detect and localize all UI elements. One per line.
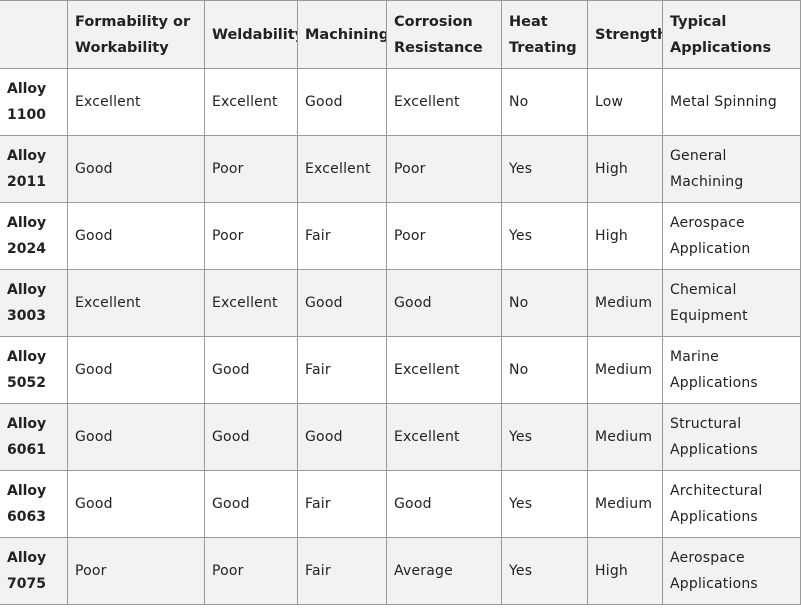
formability-cell: Good [67, 336, 205, 404]
strength-cell: Medium [587, 403, 663, 471]
formability-cell: Excellent [67, 269, 205, 337]
alloy-number: 2011 [7, 174, 46, 190]
header-row: Formability or Workability Weldability M… [0, 0, 801, 69]
alloy-name-cell: Alloy 6063 [0, 470, 68, 538]
machining-cell: Fair [297, 537, 387, 605]
table-row: Alloy 5052 Good Good Fair Excellent No Me… [0, 336, 801, 404]
alloy-label: Alloy [7, 550, 47, 566]
header-corrosion-resistance: Corrosion Resistance [386, 0, 502, 69]
machining-cell: Excellent [297, 135, 387, 203]
alloy-name-cell: Alloy 3003 [0, 269, 68, 337]
header-machining: Machining [297, 0, 387, 69]
alloy-name-cell: Alloy 7075 [0, 537, 68, 605]
alloy-label: Alloy [7, 81, 47, 97]
corrosion-cell: Excellent [386, 336, 502, 404]
heat-treating-cell: Yes [501, 135, 588, 203]
weldability-cell: Excellent [204, 68, 298, 136]
applications-cell: Chemical Equipment [662, 269, 801, 337]
weldability-cell: Good [204, 336, 298, 404]
alloy-number: 7075 [7, 576, 46, 592]
alloy-label: Alloy [7, 282, 47, 298]
applications-cell: Structural Applications [662, 403, 801, 471]
weldability-cell: Poor [204, 202, 298, 270]
header-weldability: Weldability [204, 0, 298, 69]
table-row: Alloy 2024 Good Poor Fair Poor Yes High A… [0, 202, 801, 270]
alloy-name-cell: Alloy 6061 [0, 403, 68, 471]
alloy-label: Alloy [7, 215, 47, 231]
strength-cell: High [587, 202, 663, 270]
weldability-cell: Good [204, 403, 298, 471]
machining-cell: Fair [297, 470, 387, 538]
header-strength: Strength [587, 0, 663, 69]
applications-cell: Architectural Applications [662, 470, 801, 538]
alloy-number: 2024 [7, 241, 46, 257]
machining-cell: Good [297, 403, 387, 471]
heat-treating-cell: Yes [501, 470, 588, 538]
heat-treating-cell: Yes [501, 403, 588, 471]
formability-cell: Poor [67, 537, 205, 605]
corrosion-cell: Excellent [386, 403, 502, 471]
heat-treating-cell: No [501, 336, 588, 404]
formability-cell: Good [67, 470, 205, 538]
strength-cell: Low [587, 68, 663, 136]
alloy-name-cell: Alloy 2024 [0, 202, 68, 270]
heat-treating-cell: No [501, 269, 588, 337]
formability-cell: Excellent [67, 68, 205, 136]
machining-cell: Good [297, 269, 387, 337]
table-row: Alloy 1100 Excellent Excellent Good Excel… [0, 68, 801, 136]
formability-cell: Good [67, 403, 205, 471]
heat-treating-cell: No [501, 68, 588, 136]
table-row: Alloy 7075 Poor Poor Fair Average Yes Hig… [0, 537, 801, 605]
strength-cell: High [587, 135, 663, 203]
applications-cell: Aerospace Applications [662, 537, 801, 605]
table-row: Alloy 6061 Good Good Good Excellent Yes M… [0, 403, 801, 471]
applications-cell: Marine Applications [662, 336, 801, 404]
corrosion-cell: Good [386, 269, 502, 337]
table-row: Alloy 2011 Good Poor Excellent Poor Yes H… [0, 135, 801, 203]
alloy-name-cell: Alloy 5052 [0, 336, 68, 404]
table-row: Alloy 3003 Excellent Excellent Good Good … [0, 269, 801, 337]
formability-cell: Good [67, 135, 205, 203]
strength-cell: Medium [587, 470, 663, 538]
weldability-cell: Poor [204, 135, 298, 203]
weldability-cell: Excellent [204, 269, 298, 337]
formability-cell: Good [67, 202, 205, 270]
machining-cell: Fair [297, 336, 387, 404]
alloy-name-cell: Alloy 2011 [0, 135, 68, 203]
alloy-label: Alloy [7, 148, 47, 164]
alloy-number: 6063 [7, 509, 46, 525]
header-formability: Formability or Workability [67, 0, 205, 69]
strength-cell: Medium [587, 269, 663, 337]
weldability-cell: Poor [204, 537, 298, 605]
table-row: Alloy 6063 Good Good Fair Good Yes Medium… [0, 470, 801, 538]
alloy-label: Alloy [7, 416, 47, 432]
applications-cell: General Machining [662, 135, 801, 203]
alloy-number: 5052 [7, 375, 46, 391]
header-heat-treating: Heat Treating [501, 0, 588, 69]
alloy-number: 3003 [7, 308, 46, 324]
alloy-label: Alloy [7, 349, 47, 365]
corrosion-cell: Excellent [386, 68, 502, 136]
header-typical-applications: Typical Applications [662, 0, 801, 69]
alloy-label: Alloy [7, 483, 47, 499]
strength-cell: High [587, 537, 663, 605]
strength-cell: Medium [587, 336, 663, 404]
corrosion-cell: Poor [386, 202, 502, 270]
applications-cell: Metal Spinning [662, 68, 801, 136]
machining-cell: Good [297, 68, 387, 136]
corrosion-cell: Good [386, 470, 502, 538]
alloy-number: 6061 [7, 442, 46, 458]
heat-treating-cell: Yes [501, 202, 588, 270]
alloy-number: 1100 [7, 107, 46, 123]
heat-treating-cell: Yes [501, 537, 588, 605]
header-corner [0, 0, 68, 69]
weldability-cell: Good [204, 470, 298, 538]
corrosion-cell: Poor [386, 135, 502, 203]
alloy-name-cell: Alloy 1100 [0, 68, 68, 136]
machining-cell: Fair [297, 202, 387, 270]
applications-cell: Aerospace Application [662, 202, 801, 270]
corrosion-cell: Average [386, 537, 502, 605]
